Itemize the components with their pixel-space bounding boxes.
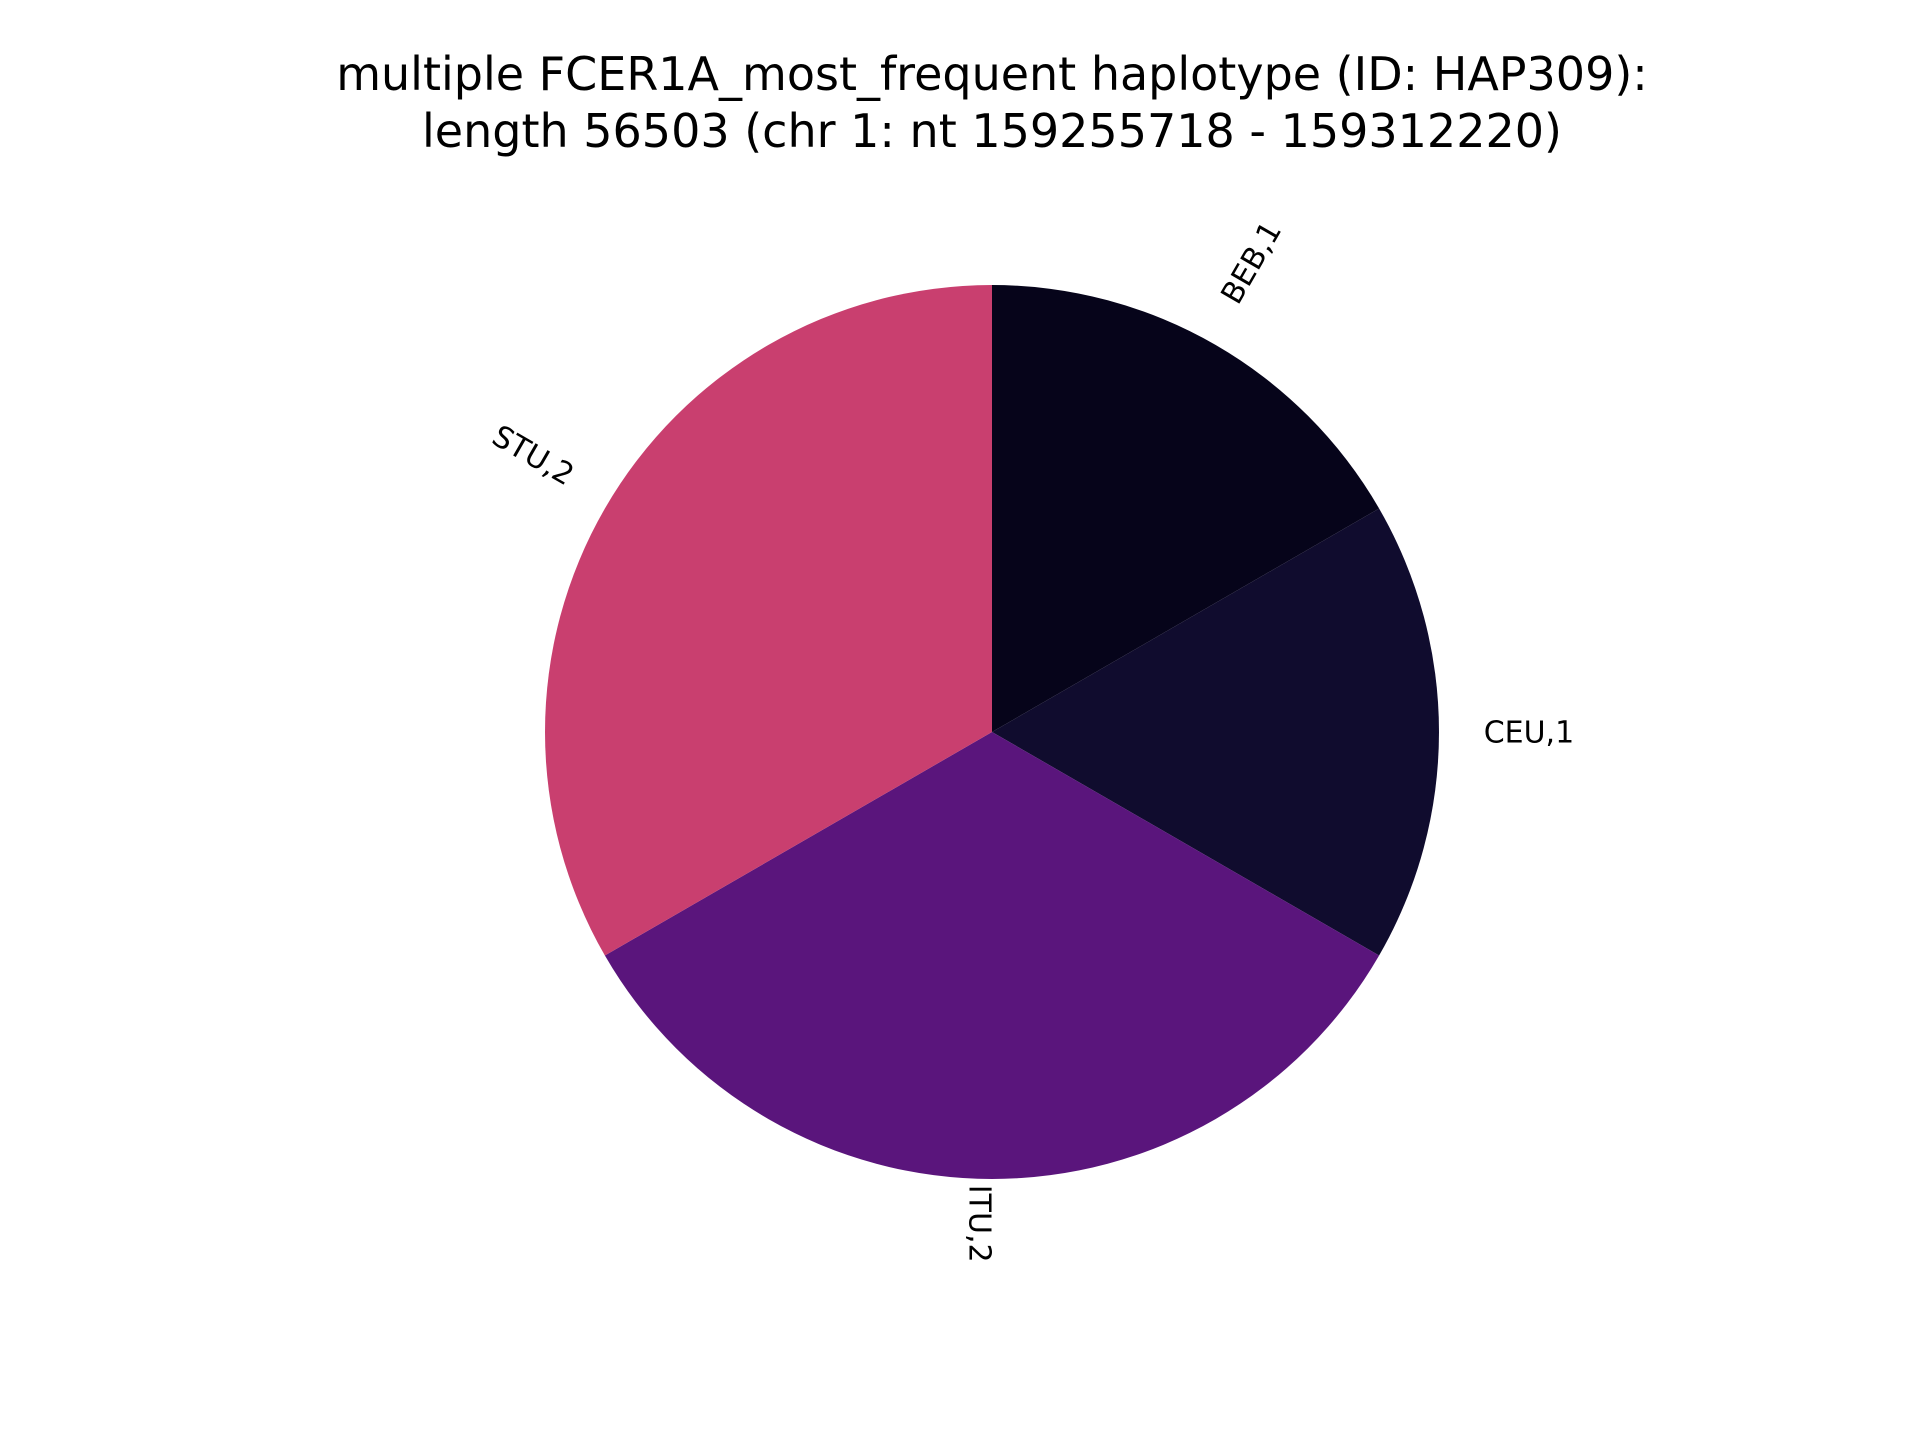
pie-slice-stu: [545, 285, 992, 956]
slice-label-itu: ITU,2: [962, 1185, 997, 1263]
pie-slice-beb: [992, 285, 1380, 732]
chart-title: multiple FCER1A_most_frequent haplotype …: [336, 47, 1648, 101]
slice-label-ceu: CEU,1: [1484, 716, 1574, 751]
pie-slices: [545, 285, 1439, 1179]
pie-slice-ceu: [992, 508, 1439, 956]
slice-label-beb: BEB,1: [1214, 216, 1289, 310]
chart-subtitle: length 56503 (chr 1: nt 159255718 - 1593…: [422, 104, 1562, 158]
slice-label-stu: STU,2: [486, 419, 580, 493]
pie-slice-itu: [604, 732, 1380, 1179]
